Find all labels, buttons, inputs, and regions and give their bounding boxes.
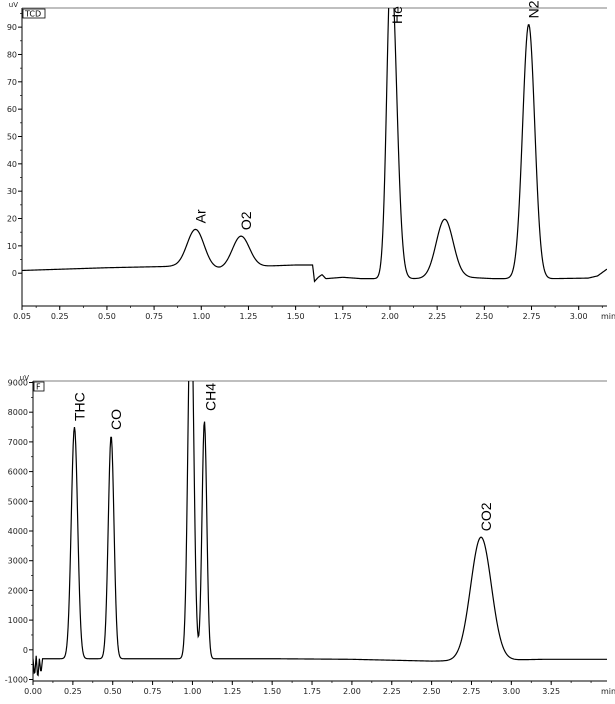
x-tick-label: 1.50	[263, 687, 281, 696]
x-tick-label: 2.00	[381, 312, 399, 321]
y-tick-label: 9000	[8, 378, 28, 387]
x-tick-label: 2.50	[475, 312, 493, 321]
peak-label: CO	[108, 409, 124, 430]
detector-tag: F	[33, 381, 45, 392]
y-tick-label: 6000	[8, 468, 28, 477]
x-tick-label: 0.25	[64, 687, 82, 696]
x-tick-label: 2.50	[423, 687, 441, 696]
y-tick-label: 40	[7, 160, 17, 169]
y-unit-label: uV	[9, 1, 18, 9]
y-tick-label: 0	[12, 269, 17, 278]
detector-tag-label: TCD	[24, 10, 41, 19]
y-tick-label: 50	[7, 132, 17, 141]
x-tick-label: 0.50	[104, 687, 122, 696]
y-tick-label: 20	[7, 215, 17, 224]
x-tick-label: 1.25	[240, 312, 258, 321]
peak-label: O2	[238, 211, 254, 230]
x-tick-label: 2.75	[523, 312, 541, 321]
y-tick-label: 2000	[8, 586, 28, 595]
y-unit-label: uV	[20, 374, 29, 382]
y-tick-label: 80	[7, 50, 17, 59]
y-tick-label: 8000	[8, 408, 28, 417]
peak-label: CO2	[478, 502, 494, 531]
x-tick-label: 0.75	[145, 312, 163, 321]
peak-label: CH4	[202, 383, 218, 411]
chart-panel-2: 0.00 0.25 0.50 0.75 1.00 1.25 1.50 1.75 2.00 2.25…	[5, 374, 615, 696]
peak-label: N2	[526, 0, 542, 18]
x-tick-label: 0.00	[24, 687, 42, 696]
x-tick-label: 0.50	[98, 312, 116, 321]
y-tick-label: 90	[7, 23, 17, 32]
signal-trace	[22, 8, 607, 283]
y-tick-label: 5000	[8, 497, 28, 506]
x-tick-label: 2.25	[428, 312, 446, 321]
x-tick-label: 0.75	[144, 687, 162, 696]
signal-trace	[33, 381, 607, 677]
x-unit-label: min	[601, 312, 615, 321]
detector-tag: TCD	[22, 8, 46, 19]
y-tick-label: 4000	[8, 527, 28, 536]
x-tick-label: 3.25	[542, 687, 560, 696]
x-tick-label: 1.75	[303, 687, 321, 696]
y-tick-label: 30	[7, 187, 17, 196]
detector-tag-label: F	[36, 383, 41, 392]
x-tick-label: 1.00	[192, 312, 210, 321]
x-unit-label: min	[601, 687, 615, 696]
y-tick-label: 70	[7, 78, 17, 87]
y-tick-label: 7000	[8, 438, 28, 447]
x-tick-label: 2.25	[383, 687, 401, 696]
x-tick-label: 1.75	[334, 312, 352, 321]
x-tick-label: 1.50	[287, 312, 305, 321]
x-tick-label: 2.75	[463, 687, 481, 696]
y-tick-label: -1000	[5, 676, 28, 685]
x-tick-label: 1.25	[223, 687, 241, 696]
x-tick-label: 3.00	[570, 312, 588, 321]
x-tick-label: 0.05	[13, 312, 31, 321]
chart-panel-1: 0.05 0.25 0.50 0.75 1.00 1.25 1.50 1.75 2.00 2.25…	[7, 0, 615, 321]
y-tick-label: 1000	[8, 616, 28, 625]
peak-label: Ar	[193, 209, 209, 223]
peak-label: He	[389, 6, 405, 24]
y-tick-label: 10	[7, 242, 17, 251]
x-tick-label: 1.00	[184, 687, 202, 696]
y-tick-label: 0	[23, 646, 28, 655]
peak-label: THC	[71, 392, 87, 421]
x-tick-label: 3.00	[502, 687, 520, 696]
y-tick-label: 60	[7, 105, 17, 114]
x-tick-label: 0.25	[51, 312, 69, 321]
x-tick-label: 2.00	[343, 687, 361, 696]
y-tick-label: 3000	[8, 557, 28, 566]
